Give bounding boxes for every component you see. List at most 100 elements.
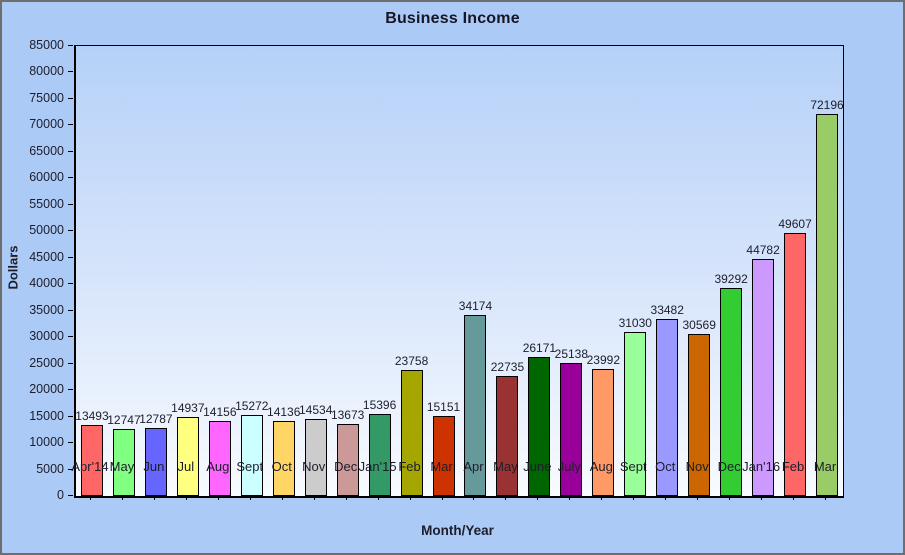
x-tick-mark xyxy=(441,496,443,500)
plot-area: 13493 12747 12787 14937 14156 15272 14136 14534… xyxy=(74,45,844,498)
x-tick-label: Nov xyxy=(685,459,709,474)
x-tick-mark xyxy=(537,496,539,500)
x-tick-label: Apr'14 xyxy=(71,459,109,474)
x-tick-mark xyxy=(665,496,667,500)
y-tick-label: 70000 xyxy=(29,117,64,132)
y-tick-mark xyxy=(68,468,73,470)
bar-value-label: 25138 xyxy=(554,347,589,361)
x-tick-mark xyxy=(89,496,91,500)
bar xyxy=(240,415,263,496)
x-tick-label: Jun xyxy=(143,459,165,474)
bar xyxy=(336,424,359,496)
y-tick-mark xyxy=(68,283,73,285)
bar xyxy=(528,357,551,496)
bar xyxy=(464,315,487,496)
x-tick-mark xyxy=(153,496,155,500)
bar-value-label: 26171 xyxy=(522,341,557,355)
x-tick-mark xyxy=(569,496,571,500)
bar xyxy=(784,233,807,496)
x-tick-label: May xyxy=(493,459,518,474)
y-tick-label: 50000 xyxy=(29,223,64,238)
x-tick-label: Oct xyxy=(655,459,676,474)
bar-value-label: 72196 xyxy=(810,98,844,112)
x-tick-mark xyxy=(313,496,315,500)
bar-value-label: 31030 xyxy=(618,316,652,330)
x-tick-mark xyxy=(761,496,763,500)
x-tick-mark xyxy=(409,496,411,500)
y-tick-mark xyxy=(68,362,73,364)
y-tick-label: 20000 xyxy=(29,382,64,397)
y-tick-label: 10000 xyxy=(29,435,64,450)
y-tick-label: 35000 xyxy=(29,302,64,317)
y-tick-mark xyxy=(68,97,73,99)
bar-value-label: 23992 xyxy=(586,353,620,367)
bar-value-label: 14534 xyxy=(299,403,333,417)
x-tick-mark xyxy=(217,496,219,500)
x-tick-label: Oct xyxy=(271,459,292,474)
bar-value-label: 39292 xyxy=(714,272,748,286)
x-tick-label: Aug xyxy=(206,459,230,474)
y-tick-mark xyxy=(68,389,73,391)
bar xyxy=(176,417,199,496)
y-tick-label: 40000 xyxy=(29,276,64,291)
bar xyxy=(368,414,391,496)
y-tick-mark xyxy=(68,495,73,496)
x-tick-label: Aug xyxy=(589,459,613,474)
x-tick-mark xyxy=(249,496,251,500)
y-tick-label: 65000 xyxy=(29,143,64,158)
y-tick-label: 80000 xyxy=(29,64,64,79)
bar xyxy=(80,425,103,496)
x-tick-mark xyxy=(473,496,475,500)
bar-value-label: 15272 xyxy=(235,399,269,413)
y-tick-label: 0 xyxy=(57,488,64,502)
x-tick-label: Dec xyxy=(717,459,741,474)
bar xyxy=(432,416,455,496)
bar-value-label: 15151 xyxy=(426,400,461,414)
bar-value-label: 12747 xyxy=(107,413,141,427)
bar-value-label: 14136 xyxy=(267,405,301,419)
bar xyxy=(496,376,519,496)
y-tick-label: 15000 xyxy=(29,408,64,423)
x-tick-label: Mar xyxy=(813,459,837,474)
y-tick-label: 30000 xyxy=(29,329,64,344)
bar-value-label: 23758 xyxy=(394,354,429,368)
x-tick-mark xyxy=(793,496,795,500)
x-tick-mark xyxy=(185,496,187,500)
x-tick-label: Jul xyxy=(177,459,195,474)
x-tick-label: Mar xyxy=(430,459,453,474)
x-tick-label: Apr xyxy=(463,459,484,474)
x-tick-label: Dec xyxy=(334,459,358,474)
y-tick-label: 75000 xyxy=(29,90,64,105)
bar-value-label: 44782 xyxy=(746,243,780,257)
bar-value-label: 33482 xyxy=(650,303,684,317)
bar xyxy=(112,429,135,496)
y-tick-mark xyxy=(68,230,73,232)
bar-value-label: 49607 xyxy=(778,217,812,231)
y-tick-mark xyxy=(68,336,73,338)
bar-value-label: 30569 xyxy=(682,318,716,332)
y-tick-label: 60000 xyxy=(29,170,64,185)
bar-value-label: 13493 xyxy=(75,409,109,423)
x-tick-label: June xyxy=(523,459,552,474)
y-tick-mark xyxy=(68,256,73,258)
x-tick-label: Feb xyxy=(398,459,421,474)
x-tick-label: Nov xyxy=(302,459,326,474)
x-tick-mark xyxy=(345,496,347,500)
x-tick-mark xyxy=(601,496,603,500)
y-tick-mark xyxy=(68,71,73,73)
x-tick-label: Sept xyxy=(619,459,647,474)
x-tick-label: May xyxy=(109,459,135,474)
bar xyxy=(144,428,167,496)
bar-value-label: 34174 xyxy=(458,299,493,313)
y-tick-mark xyxy=(68,309,73,311)
y-tick-label: 5000 xyxy=(36,461,64,476)
bar-value-label: 14156 xyxy=(203,405,237,419)
x-axis-title: Month/Year xyxy=(421,523,494,538)
bar xyxy=(752,259,775,496)
y-tick-mark xyxy=(68,203,73,205)
y-tick-label: 55000 xyxy=(29,196,64,211)
x-tick-mark xyxy=(697,496,699,500)
bar xyxy=(688,334,711,496)
bar xyxy=(720,288,743,496)
